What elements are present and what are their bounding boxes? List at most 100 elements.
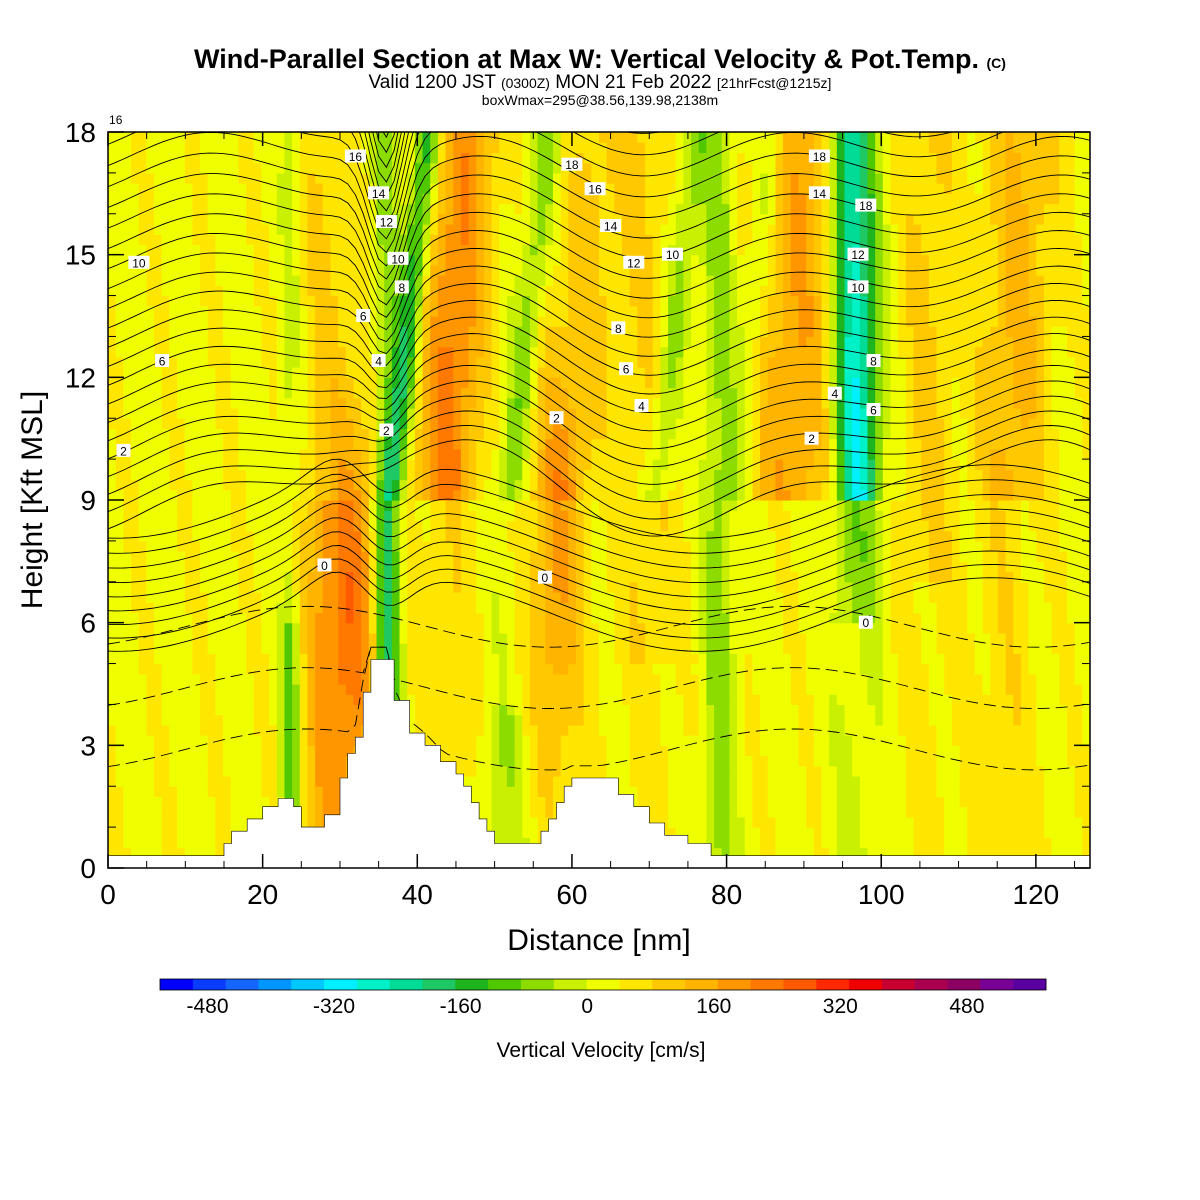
field-cell xyxy=(169,673,178,685)
field-cell xyxy=(131,571,140,583)
field-cell xyxy=(430,346,439,358)
field-cell xyxy=(414,397,424,409)
field-cell xyxy=(422,459,431,470)
field-cell xyxy=(345,346,355,358)
field-cell xyxy=(468,520,477,532)
field-cell xyxy=(591,254,600,266)
field-cell xyxy=(353,663,362,675)
field-cell xyxy=(338,326,347,338)
field-cell xyxy=(115,714,124,726)
field-cell xyxy=(422,316,431,327)
field-cell xyxy=(552,663,562,675)
field-cell xyxy=(506,663,516,675)
field-cell xyxy=(491,418,500,430)
field-cell xyxy=(345,724,355,736)
field-cell xyxy=(583,500,592,511)
field-cell xyxy=(583,326,592,338)
field-cell xyxy=(453,377,462,389)
field-cell xyxy=(391,571,401,583)
field-cell xyxy=(399,448,408,460)
field-cell xyxy=(238,663,247,675)
field-cell xyxy=(537,602,546,614)
field-cell xyxy=(491,408,500,419)
field-cell xyxy=(315,551,324,562)
field-cell xyxy=(491,387,500,399)
field-cell xyxy=(207,551,216,562)
field-cell xyxy=(108,193,117,205)
field-cell xyxy=(161,540,170,552)
field-cell xyxy=(568,459,577,470)
field-cell xyxy=(391,356,401,368)
field-cell xyxy=(276,193,286,205)
field-cell xyxy=(269,796,278,808)
field-cell xyxy=(315,275,324,286)
field-cell xyxy=(568,571,577,583)
field-cell xyxy=(276,448,286,460)
field-cell xyxy=(552,602,562,614)
field-cell xyxy=(253,264,263,276)
field-cell xyxy=(575,316,585,327)
field-cell xyxy=(246,592,255,603)
field-cell xyxy=(476,377,485,389)
field-cell xyxy=(253,254,263,266)
field-cell xyxy=(537,172,546,184)
field-cell xyxy=(353,162,362,174)
field-cell xyxy=(529,213,539,225)
field-cell xyxy=(468,776,477,787)
field-cell xyxy=(177,592,186,603)
field-cell xyxy=(322,234,332,246)
field-cell xyxy=(407,397,416,409)
field-cell xyxy=(146,816,155,828)
field-cell xyxy=(468,724,477,736)
field-cell xyxy=(368,428,378,440)
field-cell xyxy=(338,377,347,389)
field-cell xyxy=(215,520,224,532)
field-cell xyxy=(514,459,523,470)
field-cell xyxy=(368,172,378,184)
field-cell xyxy=(376,489,385,501)
field-cell xyxy=(131,530,140,542)
field-cell xyxy=(368,622,378,634)
field-cell xyxy=(599,663,608,675)
field-cell xyxy=(361,653,370,665)
field-cell xyxy=(599,254,608,266)
field-cell xyxy=(338,132,347,143)
field-cell xyxy=(253,561,263,573)
field-cell xyxy=(108,367,117,378)
field-cell xyxy=(591,152,600,164)
field-cell xyxy=(476,459,485,470)
field-cell xyxy=(629,305,638,317)
field-cell xyxy=(177,336,186,348)
field-cell xyxy=(108,244,117,256)
field-cell xyxy=(468,786,477,798)
field-cell xyxy=(529,724,539,736)
field-cell xyxy=(499,755,508,767)
field-cell xyxy=(284,387,293,399)
field-cell xyxy=(261,224,270,235)
field-cell xyxy=(545,786,554,798)
field-cell xyxy=(131,540,140,552)
field-cell xyxy=(591,469,600,481)
field-cell xyxy=(376,479,385,491)
field-cell xyxy=(537,673,546,685)
field-cell xyxy=(284,448,293,460)
field-cell xyxy=(223,203,232,215)
field-cell xyxy=(537,418,546,430)
field-cell xyxy=(376,377,385,389)
field-cell xyxy=(330,162,339,174)
field-cell xyxy=(545,254,554,266)
field-cell xyxy=(292,510,301,522)
field-cell xyxy=(269,765,278,777)
field-cell xyxy=(361,346,370,358)
field-cell xyxy=(246,500,255,511)
field-cell xyxy=(522,551,531,562)
field-cell xyxy=(315,295,324,307)
field-cell xyxy=(399,489,408,501)
field-cell xyxy=(529,510,539,522)
field-cell xyxy=(545,489,554,501)
field-cell xyxy=(215,305,224,317)
field-cell xyxy=(315,203,324,215)
field-cell xyxy=(131,162,140,174)
field-cell xyxy=(552,581,562,593)
field-cell xyxy=(506,806,516,818)
